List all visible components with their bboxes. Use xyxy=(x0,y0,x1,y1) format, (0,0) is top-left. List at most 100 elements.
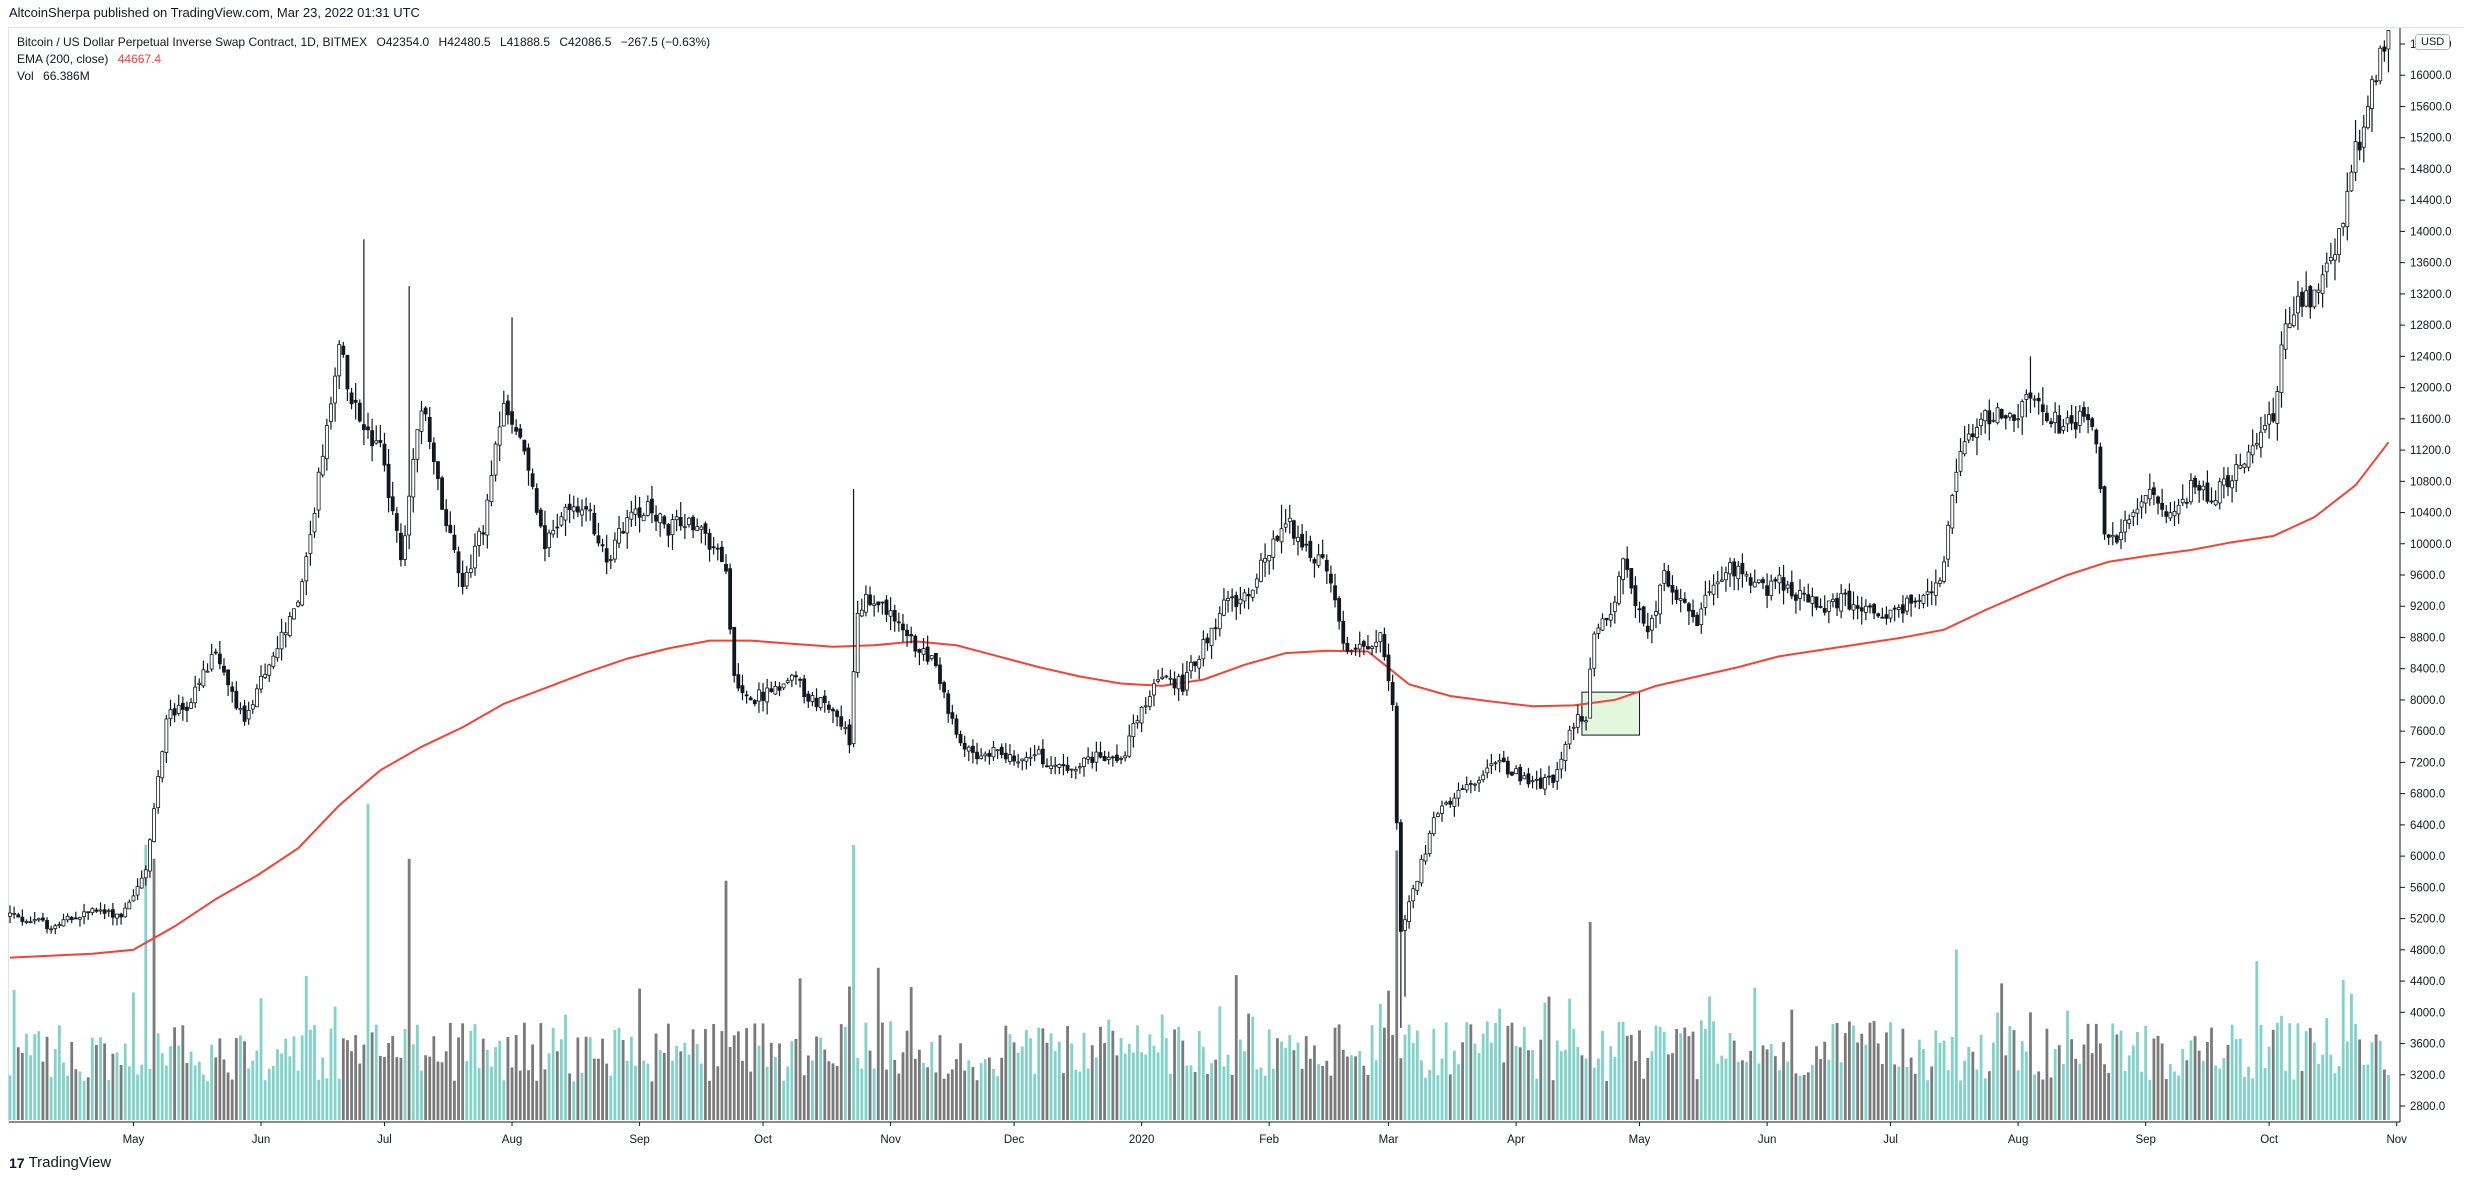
candle-body xyxy=(1966,433,1971,441)
candle-body xyxy=(403,535,407,560)
candle-body xyxy=(1925,591,1930,595)
candle-body xyxy=(876,601,881,606)
volume-bar xyxy=(835,1066,839,1120)
volume-bar xyxy=(494,1047,497,1120)
candle-body xyxy=(399,532,403,561)
candle-body xyxy=(1205,637,1210,644)
candle-body xyxy=(1485,767,1490,774)
candle-body xyxy=(1637,608,1642,611)
volume-bar xyxy=(1613,1056,1617,1120)
candle-body xyxy=(386,463,391,498)
candle-body xyxy=(102,909,107,914)
candle-body xyxy=(2378,47,2383,82)
candle-body xyxy=(1999,408,2004,419)
volume-bar xyxy=(1169,1073,1172,1120)
volume-bar xyxy=(1901,1028,1905,1120)
candle-body xyxy=(423,407,428,415)
currency-selector[interactable]: USD xyxy=(2415,34,2451,50)
candle-body xyxy=(440,477,444,510)
candle-body xyxy=(1254,578,1259,588)
candle-body xyxy=(1053,764,1058,767)
candle-body xyxy=(1333,585,1337,601)
volume-bar xyxy=(317,1079,321,1120)
volume-bar xyxy=(403,1028,407,1120)
volume-bar xyxy=(2078,1063,2082,1120)
candle-body xyxy=(460,573,465,588)
candle-body xyxy=(41,917,45,921)
volume-bar xyxy=(1938,1042,1942,1120)
candle-body xyxy=(2098,446,2103,490)
volume-bar xyxy=(1568,998,1571,1120)
candle-body xyxy=(2213,500,2218,506)
candle-body xyxy=(818,697,823,708)
volume-bar xyxy=(2222,1057,2226,1120)
tradingview-footer[interactable]: 17 TradingView xyxy=(9,1154,111,1171)
volume-bar xyxy=(1049,1033,1053,1120)
candle-body xyxy=(382,443,387,466)
candle-body xyxy=(2341,223,2346,228)
volume-bar xyxy=(2247,1066,2250,1120)
volume-bar xyxy=(1082,1032,1086,1120)
volume-bar xyxy=(2374,1034,2378,1120)
volume-bar xyxy=(1675,1029,1678,1120)
volume-bar xyxy=(358,1063,362,1120)
candle-body xyxy=(1361,641,1366,647)
volume-bar xyxy=(1683,1027,1687,1120)
candle-body xyxy=(292,608,296,620)
volume-bar xyxy=(1671,1053,1674,1120)
volume-bar xyxy=(1926,1080,1929,1120)
volume-bar xyxy=(1954,949,1958,1120)
candle-body xyxy=(1209,627,1214,647)
volume-bar xyxy=(1214,1059,1218,1120)
candle-body xyxy=(2106,534,2111,538)
legend-high: H42480.5 xyxy=(438,35,491,49)
candle-body xyxy=(855,613,860,673)
candle-body xyxy=(131,895,136,902)
candle-body xyxy=(2180,499,2185,504)
volume-bar xyxy=(2333,1073,2337,1120)
volume-bar xyxy=(2210,1027,2213,1120)
candle-body xyxy=(1436,813,1440,817)
candle-body xyxy=(2168,512,2173,519)
volume-bar xyxy=(2292,1079,2296,1120)
candle-body xyxy=(304,556,309,582)
candle-body xyxy=(596,535,601,544)
volume-bar xyxy=(518,1070,522,1120)
volume-bar xyxy=(1979,1034,1983,1120)
volume-bar xyxy=(1609,1046,1613,1120)
volume-bar xyxy=(1699,1020,1703,1120)
volume-bar xyxy=(547,1053,551,1120)
candle-body xyxy=(752,700,757,705)
volume-bar xyxy=(1284,1047,1288,1120)
candle-body xyxy=(1283,523,1288,528)
legend-vol-row[interactable]: Vol 66.386M xyxy=(17,68,710,85)
candle-body xyxy=(1649,618,1654,631)
candle-body xyxy=(555,526,560,529)
volume-bar xyxy=(1457,1064,1460,1120)
volume-bar xyxy=(378,1055,382,1120)
candle-body xyxy=(1868,605,1872,608)
legend-ema-row[interactable]: EMA (200, close) 44667.4 xyxy=(17,51,710,68)
candle-body xyxy=(1189,661,1193,672)
candle-body xyxy=(2073,422,2078,430)
candle-body xyxy=(1551,774,1556,783)
candle-body xyxy=(547,532,551,549)
volume-bar xyxy=(790,1041,794,1120)
candle-body xyxy=(1378,632,1383,643)
volume-bar xyxy=(2325,1018,2329,1120)
candle-body xyxy=(625,517,630,534)
volume-bar xyxy=(712,1024,716,1120)
candle-body xyxy=(361,424,366,431)
volume-bar xyxy=(2214,1065,2218,1120)
time-tick-label: Jul xyxy=(1883,1134,1898,1146)
candle-body xyxy=(374,440,379,444)
candle-body xyxy=(530,473,535,487)
volume-bar xyxy=(1490,1042,1493,1120)
candle-body xyxy=(670,519,675,536)
volume-bar xyxy=(1288,1035,1292,1120)
volume-bar xyxy=(1276,1038,1279,1120)
price-tick-label: 12000.0 xyxy=(2410,383,2452,395)
candle-body xyxy=(135,886,140,896)
candle-body xyxy=(1275,535,1280,541)
